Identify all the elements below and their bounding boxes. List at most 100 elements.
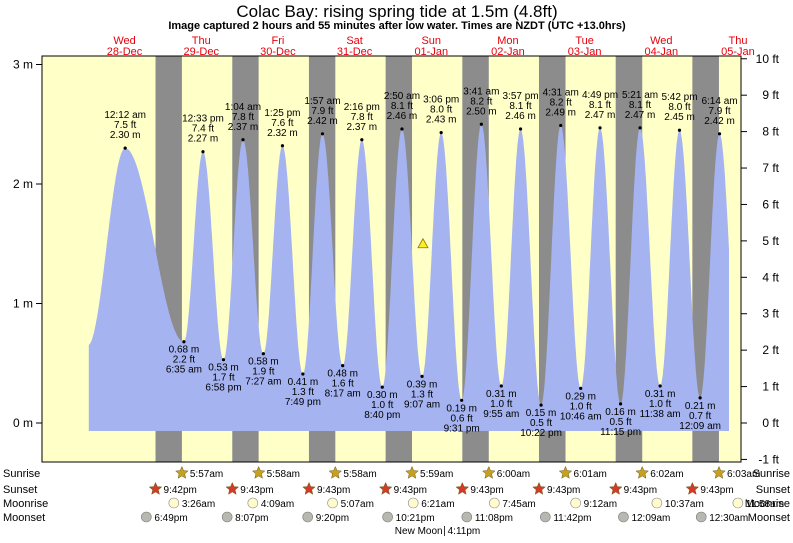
sunrise-time: 6:01am bbox=[574, 469, 607, 480]
moonrise-icon bbox=[651, 497, 663, 509]
low-tide-label: 1.3 ft bbox=[292, 387, 314, 398]
moonset-time: 10:21pm bbox=[396, 513, 435, 524]
high-tide-label: 5:21 am bbox=[622, 90, 658, 101]
day-date: 28-Dec bbox=[107, 46, 143, 58]
low-tide-label: 0.68 m bbox=[169, 345, 200, 356]
low-tide-label: 1.0 ft bbox=[371, 400, 393, 411]
left-tick-label: 2 m bbox=[13, 177, 33, 191]
extreme-point bbox=[638, 126, 642, 130]
high-tide-label: 1:57 am bbox=[304, 96, 340, 107]
high-tide-label: 2.37 m bbox=[347, 122, 378, 133]
low-tide-label: 6:35 am bbox=[166, 365, 202, 376]
high-tide-label: 3:57 pm bbox=[502, 91, 538, 102]
low-tide-label: 8:40 pm bbox=[364, 410, 400, 421]
sunrise-time: 6:03am bbox=[727, 469, 760, 480]
sunrise-time: 6:02am bbox=[650, 469, 683, 480]
day-name: Mon bbox=[497, 35, 518, 47]
moonset-icon bbox=[695, 511, 707, 523]
moonrise-icon bbox=[168, 497, 180, 509]
moonrise-time: 10:37am bbox=[665, 499, 704, 510]
almanac-row-label-left: Moonrise bbox=[3, 498, 48, 510]
right-tick-label: 0 ft bbox=[762, 416, 779, 430]
low-tide-label: 2.2 ft bbox=[173, 355, 195, 366]
extreme-point bbox=[658, 384, 662, 388]
sunrise-icon bbox=[635, 465, 650, 479]
low-tide-label: 0.48 m bbox=[327, 369, 358, 380]
extreme-point bbox=[261, 352, 265, 356]
extreme-point bbox=[717, 132, 722, 136]
moonset-icon bbox=[618, 511, 629, 523]
high-tide-label: 2.42 m bbox=[307, 116, 338, 127]
tide-curve bbox=[88, 124, 730, 432]
sunset-time: 9:43pm bbox=[624, 485, 657, 496]
extreme-point bbox=[579, 386, 583, 390]
moonset-icon bbox=[382, 511, 393, 523]
high-tide-label: 7.9 ft bbox=[708, 106, 730, 117]
almanac-row-label-left: Moonset bbox=[3, 512, 45, 524]
plot-frame bbox=[41, 55, 742, 463]
low-tide-label: 0.29 m bbox=[565, 391, 596, 402]
moonrise-time: 5:07am bbox=[341, 499, 374, 510]
moonrise-icon bbox=[732, 497, 744, 509]
extreme-point bbox=[341, 364, 345, 368]
low-tide-label: 1.7 ft bbox=[212, 373, 234, 384]
low-tide-label: 0.19 m bbox=[446, 403, 477, 414]
high-tide-label: 2.46 m bbox=[387, 111, 418, 122]
current-level-marker bbox=[417, 237, 429, 249]
moonrise-icon bbox=[327, 497, 338, 509]
high-tide-label: 8.1 ft bbox=[629, 100, 651, 111]
sunrise-icon bbox=[558, 465, 573, 479]
low-tide-label: 0.15 m bbox=[526, 408, 557, 419]
high-tide-label: 4:31 am bbox=[543, 87, 579, 98]
day-name: Wed bbox=[113, 35, 135, 47]
sunrise-icon bbox=[405, 465, 419, 479]
extreme-point bbox=[201, 150, 205, 154]
day-date: 05-Jan bbox=[721, 46, 755, 58]
sunset-icon bbox=[378, 481, 393, 495]
extreme-point bbox=[539, 403, 543, 407]
tide-area bbox=[88, 124, 730, 432]
sunrise-icon bbox=[481, 465, 496, 479]
high-tide-label: 7.8 ft bbox=[351, 112, 373, 123]
extreme-point bbox=[360, 138, 364, 142]
sunrise-time: 5:58am bbox=[343, 469, 376, 480]
day-name: Sun bbox=[421, 35, 441, 47]
almanac-row-label-right: Sunrise bbox=[753, 468, 790, 480]
extreme-point bbox=[598, 126, 602, 130]
moonset-time: 9:20pm bbox=[316, 513, 349, 524]
low-tide-label: 1.0 ft bbox=[490, 399, 512, 410]
low-tide-label: 0.53 m bbox=[208, 363, 239, 374]
high-tide-label: 7.5 ft bbox=[114, 120, 136, 131]
low-tide-label: 0.21 m bbox=[685, 401, 716, 412]
day-date: 04-Jan bbox=[644, 46, 678, 58]
right-tick-label: 9 ft bbox=[762, 88, 779, 102]
day-name: Thu bbox=[192, 35, 211, 47]
high-tide-label: 2.50 m bbox=[466, 106, 497, 117]
sunset-icon bbox=[148, 481, 163, 495]
low-tide-label: 8:17 am bbox=[325, 389, 361, 400]
extreme-point bbox=[241, 138, 245, 142]
low-tide-label: 0.30 m bbox=[367, 390, 398, 401]
right-tick-label: 7 ft bbox=[762, 161, 779, 175]
high-tide-label: 2.32 m bbox=[267, 128, 298, 139]
sunset-icon bbox=[608, 481, 623, 495]
high-tide-label: 2:16 pm bbox=[344, 102, 380, 113]
high-tide-label: 8.1 ft bbox=[509, 101, 531, 112]
almanac-row-label-right: Moonrise bbox=[745, 498, 790, 510]
low-tide-label: 7:49 pm bbox=[285, 397, 321, 408]
low-tide-label: 10:46 am bbox=[560, 411, 602, 422]
sunrise-icon bbox=[251, 465, 266, 479]
high-tide-label: 8.2 ft bbox=[550, 97, 572, 108]
high-tide-label: 2.47 m bbox=[625, 110, 656, 121]
low-tide-label: 7:27 am bbox=[245, 377, 281, 388]
low-tide-label: 0.6 ft bbox=[451, 413, 473, 424]
extreme-point bbox=[698, 396, 702, 400]
low-tide-label: 9:07 am bbox=[404, 399, 440, 410]
moonrise-time: 7:45am bbox=[502, 499, 535, 510]
day-date: 02-Jan bbox=[491, 46, 525, 58]
low-tide-label: 1.0 ft bbox=[570, 401, 592, 412]
day-name: Thu bbox=[728, 35, 747, 47]
high-tide-label: 3:06 pm bbox=[423, 95, 459, 106]
almanac-row-label-left: Sunset bbox=[3, 484, 37, 496]
high-tide-label: 2.27 m bbox=[188, 134, 219, 145]
